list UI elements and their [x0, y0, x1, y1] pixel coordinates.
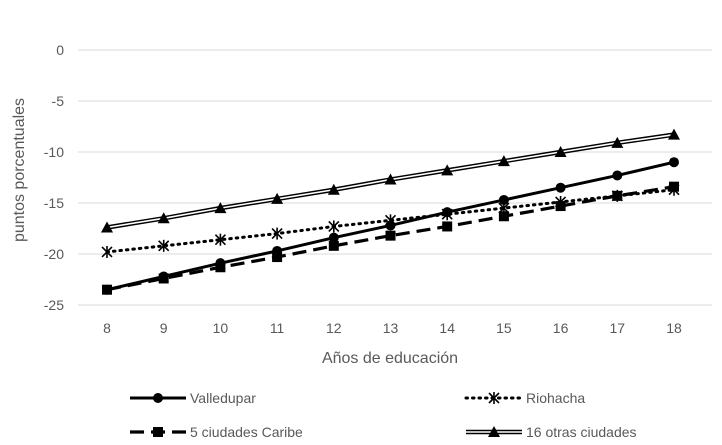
x-tick-label: 14 [439, 320, 455, 336]
legend-item-riohacha: Riohacha [464, 390, 585, 406]
legend-item-16-otras-ciudades: 16 otras ciudades [466, 424, 637, 440]
x-axis-title: Años de educación [322, 350, 458, 367]
data-point-asterisk [101, 245, 113, 258]
data-point-circle [328, 232, 339, 243]
series-5-ciudades-caribe-line [106, 185, 675, 292]
data-point-circle [555, 182, 566, 193]
data-point-circle [215, 258, 226, 269]
data-point-triangle [488, 426, 500, 437]
x-tick-label: 15 [496, 320, 512, 336]
y-tick-label: -5 [52, 93, 65, 109]
y-tick-label: -25 [44, 297, 64, 313]
x-tick-label: 11 [270, 320, 285, 336]
data-point-square [442, 221, 453, 232]
x-tick-label: 16 [553, 320, 569, 336]
data-point-circle [442, 207, 453, 218]
x-tick-label: 8 [103, 320, 111, 336]
data-point-asterisk [271, 227, 283, 240]
data-point-asterisk [214, 233, 226, 246]
data-point-asterisk [488, 392, 500, 404]
gridlines [78, 49, 712, 306]
x-tick-label: 18 [666, 320, 682, 336]
data-point-circle [498, 194, 509, 205]
data-point-triangle [611, 136, 624, 148]
data-point-square [328, 240, 339, 251]
data-point-circle [153, 393, 163, 403]
data-point-triangle [668, 128, 680, 140]
legend-label: 16 otras ciudades [526, 424, 637, 440]
legend-item-valledupar: Valledupar [130, 390, 256, 406]
data-point-triangle [384, 173, 397, 185]
y-tick-label: -15 [44, 195, 64, 211]
data-point-square [385, 230, 396, 241]
legend-label: 5 ciudades Caribe [190, 424, 303, 440]
legend-label: Valledupar [190, 390, 256, 406]
y-tick-label: -10 [44, 144, 64, 160]
data-point-circle [669, 157, 679, 168]
series-valledupar [102, 157, 679, 295]
series-lines [101, 128, 680, 295]
data-point-triangle [554, 146, 567, 157]
legend-item-5-ciudades-caribe: 5 ciudades Caribe [130, 424, 303, 440]
x-tick-label: 9 [160, 320, 168, 336]
legend-label: Riohacha [526, 390, 585, 406]
data-point-triangle [101, 221, 113, 233]
data-point-square [555, 201, 566, 212]
data-point-triangle [271, 192, 284, 204]
data-point-square [669, 181, 679, 192]
data-point-square [612, 190, 623, 201]
x-tick-label: 12 [326, 320, 342, 336]
x-tick-label: 10 [213, 320, 229, 336]
data-point-circle [158, 271, 169, 282]
data-point-circle [272, 245, 283, 256]
data-point-circle [385, 220, 396, 231]
data-point-circle [102, 284, 112, 295]
data-point-asterisk [158, 239, 170, 252]
data-point-triangle [441, 164, 454, 176]
x-tick-labels: 8 9 10 11 12 13 14 15 16 17 18 [103, 320, 682, 336]
x-tick-label: 13 [383, 320, 399, 336]
data-point-triangle [157, 212, 170, 224]
data-point-square [153, 427, 163, 437]
x-tick-label: 17 [610, 320, 626, 336]
data-point-triangle [214, 202, 227, 214]
y-axis-title: puntos porcentuales [11, 98, 28, 242]
y-tick-label: -20 [44, 246, 64, 262]
y-tick-labels: 0 -5 -10 -15 -20 -25 [44, 42, 64, 313]
data-point-triangle [497, 155, 510, 167]
series-16-otras-ciudades [101, 128, 680, 233]
data-point-square [272, 252, 283, 263]
data-point-circle [612, 170, 623, 181]
y-tick-label: 0 [56, 42, 64, 58]
data-point-asterisk [328, 220, 340, 233]
legend: Valledupar Riohacha 5 ciudades Caribe 16 ot… [130, 390, 637, 440]
data-point-square [498, 211, 509, 222]
data-point-triangle [327, 183, 340, 195]
